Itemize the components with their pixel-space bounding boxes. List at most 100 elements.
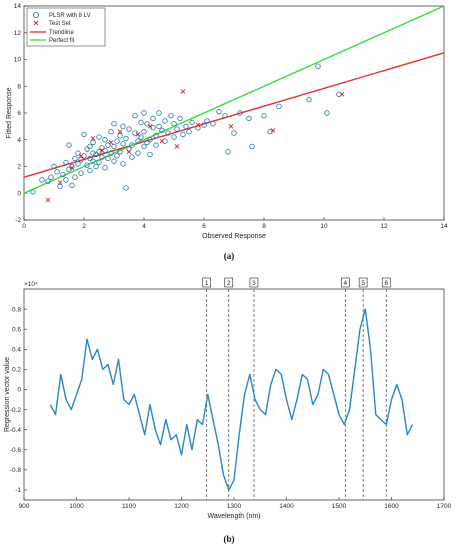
- plsr-point: [99, 154, 105, 160]
- x-tick-label: 12: [380, 223, 388, 230]
- marker-label: 5: [361, 280, 365, 287]
- legend-marker-plsr: [32, 11, 40, 19]
- plsr-point: [267, 129, 273, 135]
- plsr-point: [141, 110, 147, 116]
- x-tick-label: 1100: [122, 503, 136, 510]
- test-set-point: [126, 149, 132, 155]
- panel-b-y-axis-label: Regression vector value: [4, 357, 11, 432]
- marker-label: 6: [384, 280, 388, 287]
- test-set-point: [99, 148, 105, 153]
- plsr-point: [237, 110, 243, 116]
- x-tick-label: 10: [320, 223, 328, 230]
- test-set-stroke: [270, 128, 276, 133]
- test-set-point: [195, 122, 201, 128]
- test-set-point: [228, 124, 234, 129]
- plsr-point: [276, 103, 282, 110]
- plsr-point: [246, 115, 252, 122]
- plsr-point: [120, 141, 126, 147]
- plsr-point: [93, 151, 99, 158]
- plsr-point: [66, 166, 72, 172]
- plsr-point: [141, 129, 147, 135]
- plsr-point: [120, 123, 126, 130]
- y-tick-label: -0.4: [10, 427, 22, 434]
- y-tick-label: 10: [14, 57, 22, 64]
- plsr-point: [174, 126, 180, 132]
- plsr-point: [180, 131, 186, 138]
- plsr-point: [90, 139, 96, 146]
- plsr-point: [111, 143, 117, 150]
- plsr-point: [90, 158, 96, 164]
- test-set-point: [174, 144, 180, 149]
- test-set-stroke: [69, 165, 75, 171]
- legend-label-perfect-fit: Perfect fit: [49, 38, 75, 44]
- panel-a-x-axis: 0 2 4 6 8 10 12 14: [22, 217, 448, 230]
- y-tick-label: -1: [15, 487, 21, 494]
- x-tick-label: 1700: [437, 503, 452, 510]
- test-set-stroke: [99, 148, 105, 153]
- plsr-point: [75, 161, 81, 167]
- marker-label-box: [249, 277, 259, 288]
- panel-a-fit-lines: [23, 5, 445, 194]
- plsr-point: [54, 169, 60, 175]
- plsr-point: [51, 163, 57, 170]
- y-tick-label: 0.2: [12, 367, 21, 374]
- plsr-point: [144, 139, 150, 146]
- plsr-point: [168, 112, 174, 119]
- plsr-point: [102, 147, 108, 154]
- regression-vector-line: [49, 308, 414, 491]
- x-tick-label: 6: [202, 223, 206, 230]
- x-tick-label: 4: [142, 223, 146, 230]
- test-set-point: [117, 129, 123, 135]
- plsr-point: [201, 122, 207, 128]
- marker-label-box: [381, 277, 391, 288]
- marker-label: 2: [227, 280, 231, 287]
- test-set-point: [69, 165, 75, 171]
- plsr-point: [66, 142, 72, 148]
- y-tick-label: 0.6: [12, 326, 21, 333]
- x-tick-label: 1600: [384, 503, 399, 510]
- test-set-stroke: [90, 136, 96, 141]
- plsr-point: [156, 110, 162, 116]
- marker-label-box: [340, 277, 350, 288]
- test-set-stroke: [159, 138, 165, 144]
- test-set-point: [57, 180, 63, 185]
- y-tick-label: 12: [14, 30, 22, 37]
- x-tick-label: 1200: [174, 503, 189, 510]
- test-set-point: [180, 89, 186, 94]
- plsr-point: [147, 151, 153, 158]
- plsr-point: [117, 133, 123, 139]
- y-tick-label: 14: [14, 3, 22, 10]
- plsr-point: [129, 154, 135, 160]
- plsr-point: [336, 91, 342, 97]
- test-set-stroke: [45, 197, 51, 203]
- test-set-point: [135, 132, 141, 137]
- plsr-point: [150, 115, 156, 122]
- x-tick-label: 1500: [332, 503, 347, 510]
- marker-label: 3: [252, 280, 256, 287]
- plsr-point: [114, 138, 120, 144]
- plsr-point: [72, 174, 78, 180]
- plsr-point: [30, 189, 36, 195]
- plsr-point: [114, 153, 120, 159]
- marker-label-box: [358, 277, 368, 288]
- plsr-point: [138, 119, 144, 126]
- plsr-point: [216, 108, 222, 115]
- test-set-point: [159, 138, 165, 144]
- x-tick-label: 900: [19, 503, 30, 510]
- plsr-point: [90, 150, 96, 156]
- test-set-point: [108, 140, 114, 145]
- y-tick-label: 8: [17, 83, 21, 90]
- plsr-point: [93, 163, 99, 170]
- panel-b-plot-area: [23, 288, 445, 501]
- y-tick-label: 2: [17, 164, 21, 171]
- plsr-point: [135, 150, 141, 156]
- plsr-point: [138, 134, 144, 140]
- plsr-point: [189, 119, 195, 126]
- plsr-point: [306, 96, 312, 103]
- panel-b-x-axis: 900 1000 1100 1200 1300 1400 1500 1600 1700: [19, 497, 452, 510]
- plsr-point: [210, 120, 216, 127]
- plsr-point: [105, 142, 111, 148]
- plsr-point: [153, 142, 159, 148]
- plsr-point: [123, 135, 129, 142]
